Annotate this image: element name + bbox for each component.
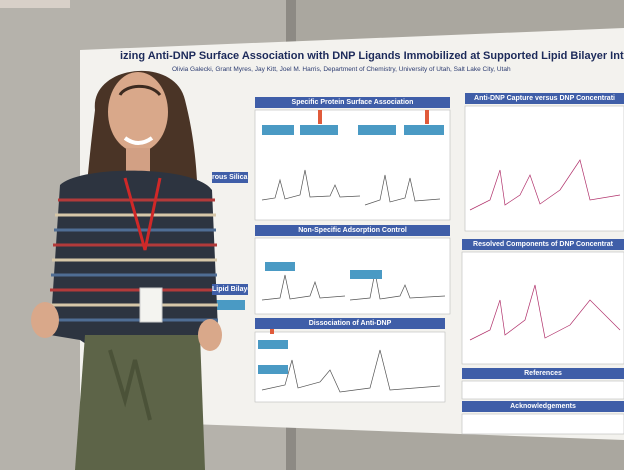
person xyxy=(31,70,222,470)
poster-authors: Olivia Galecki, Grant Myres, Jay Kitt, J… xyxy=(172,66,511,73)
bilayer-icons xyxy=(205,125,444,374)
poster-title: izing Anti-DNP Surface Association with … xyxy=(120,50,624,62)
section-header: Non-Specific Adsorption Control xyxy=(255,225,450,236)
section-header: Lipid Bilayer xyxy=(212,284,248,295)
frame-edge xyxy=(0,0,70,8)
section-header: rous Silica xyxy=(212,172,248,183)
plots xyxy=(254,105,624,435)
section-header: Anti-DNP Capture versus DNP Concentrati xyxy=(465,93,624,104)
section-header: Specific Protein Surface Association xyxy=(255,97,450,108)
section-header: Acknowledgements xyxy=(462,401,624,412)
spectra xyxy=(261,159,621,393)
section-header: References xyxy=(462,368,624,379)
section-header: Dissociation of Anti-DNP xyxy=(255,318,445,329)
section-header: Resolved Components of DNP Concentrat xyxy=(462,239,624,250)
